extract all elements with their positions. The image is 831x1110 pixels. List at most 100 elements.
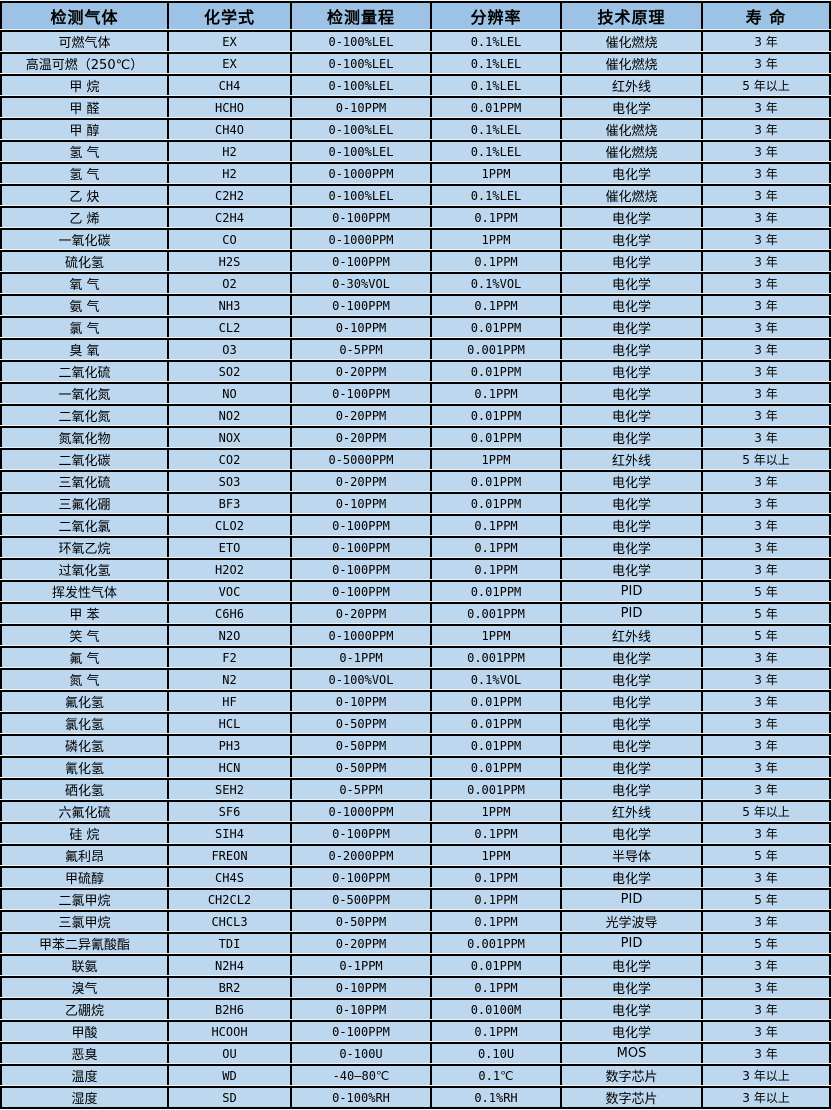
table-cell-principle: 电化学 xyxy=(560,404,701,425)
table-cell-lifespan: 3 年 xyxy=(701,778,831,799)
table-cell-resolution: 0.001PPM xyxy=(430,338,560,359)
table-cell-principle: 电化学 xyxy=(560,338,701,359)
table-cell-gas: 三氟化硼 xyxy=(0,492,167,513)
table-cell-resolution: 1PPM xyxy=(430,624,560,645)
table-cell-principle: 电化学 xyxy=(560,96,701,117)
table-cell-principle: 红外线 xyxy=(560,800,701,821)
table-cell-formula: SO3 xyxy=(167,470,290,491)
header-row: 检测气体 化学式 检测量程 分辨率 技术原理 寿 命 xyxy=(0,1,831,29)
table-cell-principle: 光学波导 xyxy=(560,910,701,931)
table-cell-resolution: 0.1PPM xyxy=(430,1020,560,1041)
table-cell-resolution: 0.01PPM xyxy=(430,712,560,733)
table-cell-gas: 乙硼烷 xyxy=(0,998,167,1019)
table-row: 乙硼烷 B2H6 0-10PPM 0.0100M 电化学 3 年 xyxy=(0,998,831,1019)
table-cell-lifespan: 3 年 xyxy=(701,1020,831,1041)
table-cell-formula: H2 xyxy=(167,140,290,161)
table-cell-principle: 电化学 xyxy=(560,976,701,997)
table-cell-principle: 红外线 xyxy=(560,448,701,469)
table-cell-formula: CH4 xyxy=(167,74,290,95)
table-cell-lifespan: 3 年 xyxy=(701,822,831,843)
table-cell-resolution: 0.1PPM xyxy=(430,976,560,997)
table-cell-range: 0-1PPM xyxy=(290,954,430,975)
table-cell-gas: 氰化氢 xyxy=(0,756,167,777)
table-cell-gas: 甲苯二异氰酸酯 xyxy=(0,932,167,953)
table-cell-lifespan: 3 年 xyxy=(701,338,831,359)
table-cell-principle: 红外线 xyxy=(560,624,701,645)
table-cell-range: 0-100PPM xyxy=(290,1020,430,1041)
table-cell-resolution: 0.01PPM xyxy=(430,96,560,117)
table-cell-resolution: 0.1PPM xyxy=(430,888,560,909)
table-cell-range: 0-10PPM xyxy=(290,976,430,997)
table-cell-resolution: 0.001PPM xyxy=(430,602,560,623)
table-cell-lifespan: 3 年 xyxy=(701,382,831,403)
header-cell-gas: 检测气体 xyxy=(0,1,167,29)
table-cell-range: 0-10PPM xyxy=(290,96,430,117)
table-cell-formula: OU xyxy=(167,1042,290,1063)
table-cell-range: 0-100PPM xyxy=(290,558,430,579)
table-cell-formula: SO2 xyxy=(167,360,290,381)
table-cell-gas: 氟 气 xyxy=(0,646,167,667)
table-cell-resolution: 0.1%VOL xyxy=(430,668,560,689)
table-cell-resolution: 0.01PPM xyxy=(430,580,560,601)
table-cell-range: 0-50PPM xyxy=(290,910,430,931)
table-cell-formula: EX xyxy=(167,52,290,73)
table-cell-gas: 甲 烷 xyxy=(0,74,167,95)
table-cell-principle: 催化燃烧 xyxy=(560,30,701,51)
table-cell-range: 0-100%VOL xyxy=(290,668,430,689)
table-cell-formula: NO2 xyxy=(167,404,290,425)
table-row: 氯化氢 HCL 0-50PPM 0.01PPM 电化学 3 年 xyxy=(0,712,831,733)
table-cell-formula: FREON xyxy=(167,844,290,865)
table-cell-resolution: 0.1%LEL xyxy=(430,184,560,205)
table-cell-range: 0-5000PPM xyxy=(290,448,430,469)
header-cell-range: 检测量程 xyxy=(290,1,430,29)
table-cell-formula: SIH4 xyxy=(167,822,290,843)
table-cell-resolution: 0.1%RH xyxy=(430,1086,560,1109)
table-row: 笑 气 N2O 0-1000PPM 1PPM 红外线 5 年 xyxy=(0,624,831,645)
table-cell-formula: CH4S xyxy=(167,866,290,887)
table-row: 氟利昂 FREON 0-2000PPM 1PPM 半导体 5 年 xyxy=(0,844,831,865)
table-cell-resolution: 1PPM xyxy=(430,448,560,469)
table-cell-resolution: 0.0100M xyxy=(430,998,560,1019)
table-cell-range: 0-10PPM xyxy=(290,316,430,337)
table-cell-lifespan: 5 年 xyxy=(701,580,831,601)
table-cell-range: 0-100PPM xyxy=(290,580,430,601)
table-cell-formula: C2H4 xyxy=(167,206,290,227)
table-row: 三氟化硼 BF3 0-10PPM 0.01PPM 电化学 3 年 xyxy=(0,492,831,513)
table-row: 氢 气 H2 0-1000PPM 1PPM 电化学 3 年 xyxy=(0,162,831,183)
table-cell-principle: 电化学 xyxy=(560,228,701,249)
table-row: 氰化氢 HCN 0-50PPM 0.01PPM 电化学 3 年 xyxy=(0,756,831,777)
table-cell-lifespan: 5 年以上 xyxy=(701,448,831,469)
table-row: 氟 气 F2 0-1PPM 0.001PPM 电化学 3 年 xyxy=(0,646,831,667)
table-row: 三氧化硫 SO3 0-20PPM 0.01PPM 电化学 3 年 xyxy=(0,470,831,491)
table-cell-range: 0-100PPM xyxy=(290,294,430,315)
table-cell-principle: PID xyxy=(560,888,701,909)
table-cell-formula: HF xyxy=(167,690,290,711)
table-cell-principle: 红外线 xyxy=(560,74,701,95)
table-row: 联氨 N2H4 0-1PPM 0.01PPM 电化学 3 年 xyxy=(0,954,831,975)
table-row: 挥发性气体 VOC 0-100PPM 0.01PPM PID 5 年 xyxy=(0,580,831,601)
table-cell-principle: 电化学 xyxy=(560,866,701,887)
table-cell-gas: 甲 醛 xyxy=(0,96,167,117)
table-cell-principle: 电化学 xyxy=(560,954,701,975)
table-cell-range: 0-5PPM xyxy=(290,778,430,799)
table-cell-gas: 笑 气 xyxy=(0,624,167,645)
table-row: 氮氧化物 NOX 0-20PPM 0.01PPM 电化学 3 年 xyxy=(0,426,831,447)
table-row: 可燃气体 EX 0-100%LEL 0.1%LEL 催化燃烧 3 年 xyxy=(0,30,831,51)
table-cell-principle: 电化学 xyxy=(560,250,701,271)
table-cell-principle: 电化学 xyxy=(560,668,701,689)
table-cell-formula: H2O2 xyxy=(167,558,290,579)
table-cell-principle: 催化燃烧 xyxy=(560,52,701,73)
table-cell-principle: 电化学 xyxy=(560,272,701,293)
table-cell-resolution: 0.001PPM xyxy=(430,932,560,953)
table-cell-gas: 氢 气 xyxy=(0,140,167,161)
table-cell-range: 0-100%LEL xyxy=(290,52,430,73)
table-cell-resolution: 0.01PPM xyxy=(430,426,560,447)
table-cell-formula: VOC xyxy=(167,580,290,601)
table-cell-resolution: 0.001PPM xyxy=(430,778,560,799)
table-row: 甲酸 HCOOH 0-100PPM 0.1PPM 电化学 3 年 xyxy=(0,1020,831,1041)
table-cell-lifespan: 3 年 xyxy=(701,272,831,293)
table-cell-lifespan: 3 年 xyxy=(701,492,831,513)
table-cell-resolution: 0.10U xyxy=(430,1042,560,1063)
table-cell-formula: B2H6 xyxy=(167,998,290,1019)
